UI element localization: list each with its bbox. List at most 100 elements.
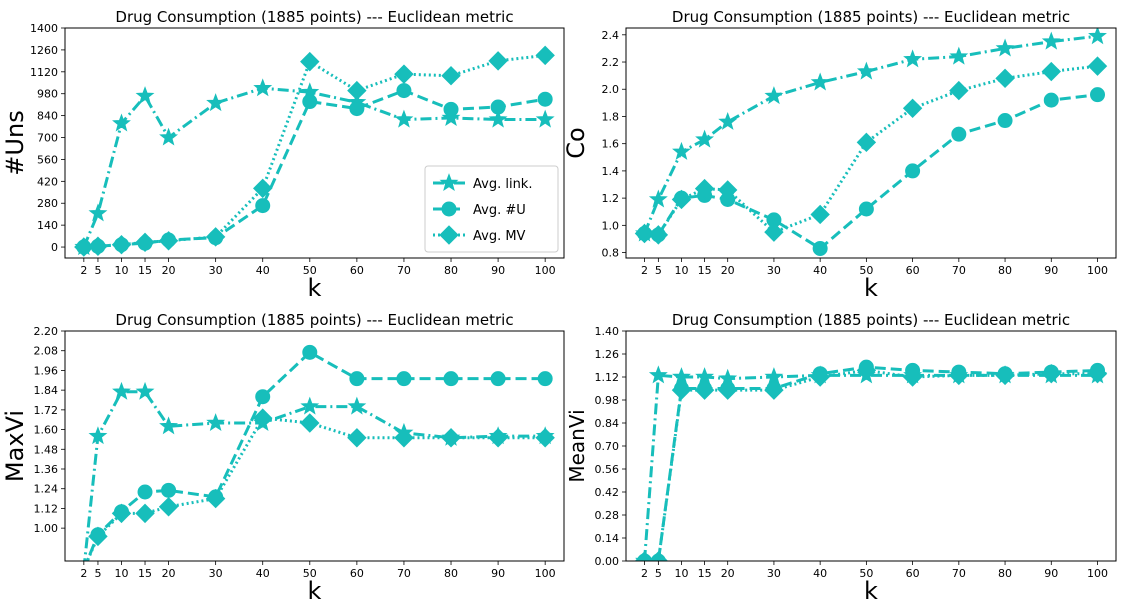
data-point (137, 484, 153, 500)
y-tick-label: 1.96 (34, 364, 59, 377)
data-point (112, 113, 131, 132)
data-point (347, 80, 367, 101)
plot-area (74, 45, 555, 257)
data-point (206, 93, 226, 112)
x-tick-label: 60 (350, 264, 364, 277)
x-tick-label: 60 (906, 567, 920, 580)
data-point (111, 234, 132, 255)
x-tick-label: 70 (397, 567, 411, 580)
data-point (490, 99, 506, 115)
y-tick-label: 0.00 (595, 555, 620, 568)
data-point (648, 189, 668, 208)
data-point (648, 365, 668, 384)
data-point (88, 236, 108, 256)
x-tick-label: 60 (350, 567, 364, 580)
data-point (255, 389, 271, 405)
y-tick-label: 1.2 (602, 192, 620, 205)
data-point (856, 360, 877, 381)
data-point (810, 367, 830, 387)
data-point (205, 227, 226, 247)
data-point (490, 371, 506, 387)
x-tick-label: 80 (444, 264, 458, 277)
y-tick-label: 1.6 (602, 138, 620, 151)
y-tick-label: 1.0 (602, 219, 620, 232)
x-tick-label: 5 (94, 264, 101, 277)
data-point (902, 98, 923, 119)
data-point (302, 94, 318, 110)
data-point (159, 416, 179, 435)
y-axis-label: #Uns (1, 110, 29, 175)
legend-label: Avg. link. (473, 177, 532, 192)
x-tick-label: 100 (1087, 567, 1108, 580)
plot-area (634, 28, 1108, 256)
x-tick-label: 90 (1044, 567, 1058, 580)
y-tick-label: 1.12 (34, 502, 59, 515)
x-axis-label: k (308, 577, 322, 605)
data-point (300, 396, 320, 415)
x-axis-label: k (864, 274, 878, 302)
data-point (858, 201, 874, 217)
data-point (903, 49, 923, 68)
legend-label: Avg. #U (473, 203, 526, 218)
y-tick-label: 0.42 (595, 486, 620, 499)
legend-marker (439, 225, 459, 245)
series-line-2 (644, 93, 1098, 251)
data-point (537, 91, 553, 107)
chart-panel-1: Drug Consumption (1885 points) --- Eucli… (1, 8, 565, 302)
series-line-2 (85, 350, 546, 561)
y-tick-label: 1.60 (34, 424, 59, 437)
plot-frame (64, 27, 565, 259)
legend-marker (441, 201, 457, 217)
y-tick-label: 2.4 (602, 29, 620, 42)
data-point (488, 51, 508, 71)
data-point (302, 344, 318, 360)
data-point (441, 108, 461, 126)
data-point (135, 86, 155, 105)
y-axis-label: Co (562, 127, 590, 158)
data-point (764, 86, 784, 105)
y-tick-label: 2.2 (602, 56, 620, 69)
data-point (441, 66, 461, 86)
x-tick-label: 30 (767, 567, 781, 580)
data-point (396, 371, 412, 387)
data-point (253, 78, 273, 97)
data-point (671, 380, 692, 400)
data-point (634, 223, 655, 244)
chart-title: Drug Consumption (1885 points) --- Eucli… (115, 311, 513, 329)
x-tick-label: 30 (767, 264, 781, 277)
data-point (671, 189, 692, 210)
y-tick-label: 0 (51, 241, 58, 254)
x-tick-label: 90 (491, 567, 505, 580)
x-tick-label: 15 (698, 567, 712, 580)
legend-box (424, 165, 559, 253)
x-tick-label: 50 (303, 567, 317, 580)
data-point (347, 428, 367, 448)
data-point (135, 503, 155, 524)
y-tick-label: 2.20 (34, 325, 59, 338)
data-point (672, 141, 691, 160)
y-tick-label: 1260 (30, 44, 58, 57)
data-point (253, 178, 273, 199)
x-tick-label: 15 (138, 567, 152, 580)
data-point (74, 237, 94, 257)
series-line-1 (642, 373, 1098, 561)
plot-area (634, 359, 1108, 561)
data-point (995, 38, 1015, 57)
data-point (1088, 28, 1107, 45)
data-point (1041, 61, 1061, 82)
data-point (764, 222, 784, 242)
y-tick-label: 1.84 (34, 384, 59, 397)
plot-frame (64, 330, 565, 562)
data-point (300, 413, 320, 433)
data-point (135, 232, 155, 253)
x-tick-label: 80 (998, 264, 1012, 277)
x-tick-label: 40 (256, 264, 270, 277)
y-tick-label: 420 (37, 175, 58, 188)
data-point (695, 129, 715, 148)
data-point (535, 109, 555, 128)
y-tick-label: 1.36 (34, 463, 59, 476)
y-tick-label: 1.48 (34, 443, 59, 456)
data-point (1041, 31, 1061, 50)
x-tick-label: 100 (535, 264, 556, 277)
data-point (112, 381, 131, 400)
